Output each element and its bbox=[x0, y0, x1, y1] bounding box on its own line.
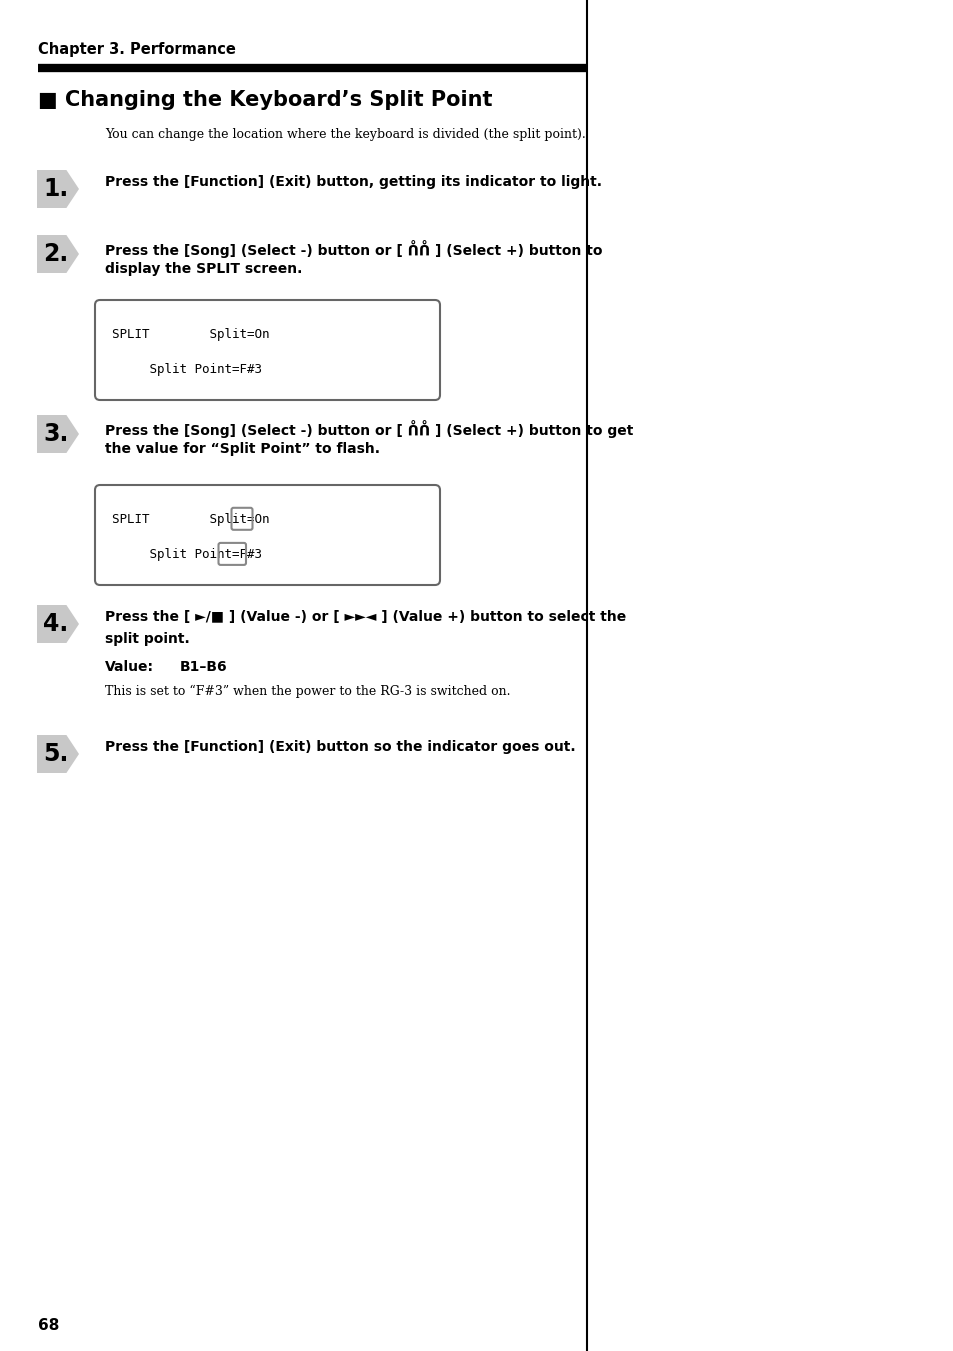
Polygon shape bbox=[37, 235, 79, 273]
Text: 3.: 3. bbox=[43, 422, 69, 446]
Text: 1.: 1. bbox=[43, 177, 69, 201]
Text: the value for “Split Point” to flash.: the value for “Split Point” to flash. bbox=[105, 442, 379, 457]
Polygon shape bbox=[37, 170, 79, 208]
Text: This is set to “F#3” when the power to the RG-3 is switched on.: This is set to “F#3” when the power to t… bbox=[105, 685, 510, 698]
Text: Press the [Song] (Select -) button or [ ᑍᑍ ] (Select +) button to get: Press the [Song] (Select -) button or [ … bbox=[105, 420, 633, 438]
FancyBboxPatch shape bbox=[95, 485, 439, 585]
Polygon shape bbox=[37, 735, 79, 773]
Text: SPLIT        Split=On: SPLIT Split=On bbox=[112, 328, 269, 342]
Polygon shape bbox=[37, 415, 79, 453]
Text: Value:: Value: bbox=[105, 661, 153, 674]
Text: 4.: 4. bbox=[43, 612, 69, 636]
Text: You can change the location where the keyboard is divided (the split point).: You can change the location where the ke… bbox=[105, 128, 585, 141]
Text: 2.: 2. bbox=[43, 242, 69, 266]
Text: Split Point=F#3: Split Point=F#3 bbox=[112, 549, 262, 561]
Text: Split Point=F#3: Split Point=F#3 bbox=[112, 363, 262, 377]
Text: B1–B6: B1–B6 bbox=[180, 661, 228, 674]
Text: Press the [ ►/■ ] (Value -) or [ ►►◄ ] (Value +) button to select the: Press the [ ►/■ ] (Value -) or [ ►►◄ ] (… bbox=[105, 611, 625, 624]
Text: SPLIT        Split=On: SPLIT Split=On bbox=[112, 513, 269, 526]
Text: display the SPLIT screen.: display the SPLIT screen. bbox=[105, 262, 302, 276]
Text: Chapter 3. Performance: Chapter 3. Performance bbox=[38, 42, 235, 57]
Polygon shape bbox=[37, 605, 79, 643]
Text: split point.: split point. bbox=[105, 632, 190, 646]
Text: 5.: 5. bbox=[43, 742, 69, 766]
Text: Press the [Song] (Select -) button or [ ᑍᑍ ] (Select +) button to: Press the [Song] (Select -) button or [ … bbox=[105, 240, 602, 258]
FancyBboxPatch shape bbox=[95, 300, 439, 400]
Text: 68: 68 bbox=[38, 1319, 59, 1333]
Text: Press the [Function] (Exit) button, getting its indicator to light.: Press the [Function] (Exit) button, gett… bbox=[105, 176, 601, 189]
Text: Press the [Function] (Exit) button so the indicator goes out.: Press the [Function] (Exit) button so th… bbox=[105, 740, 575, 754]
Text: ■ Changing the Keyboard’s Split Point: ■ Changing the Keyboard’s Split Point bbox=[38, 91, 492, 109]
